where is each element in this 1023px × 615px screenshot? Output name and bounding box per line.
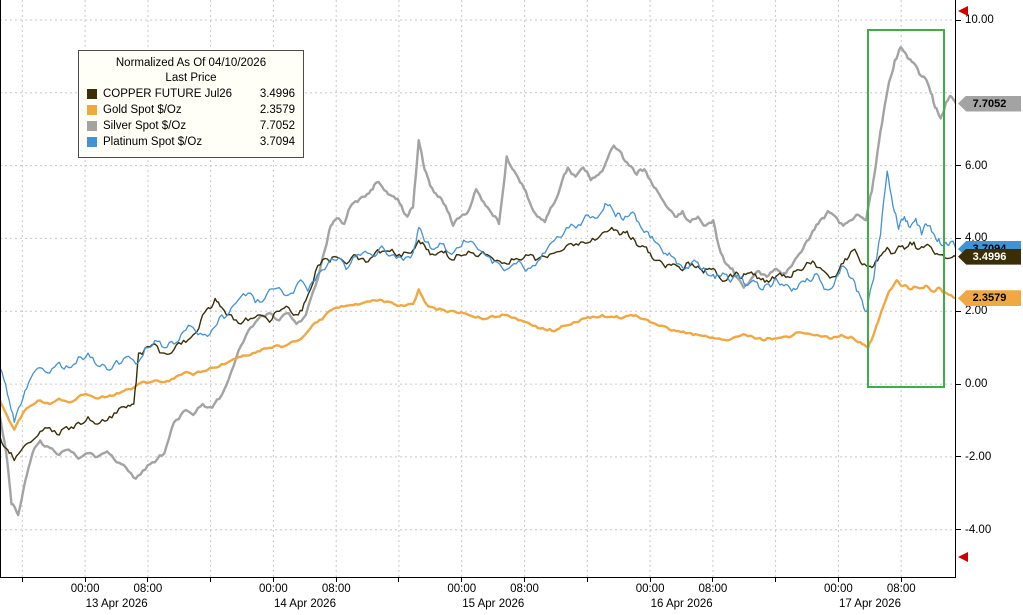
legend-subtitle: Last Price (165, 72, 217, 84)
legend-series-name: Gold Spot $/Oz (103, 104, 182, 116)
legend-rows: COPPER FUTURE Jul26 3.4996 Gold Spot $/Oz 2… (87, 86, 295, 150)
x-tick-mark (900, 578, 902, 582)
x-tick-mark (712, 578, 714, 582)
x-time-label: 08:00 (886, 583, 916, 595)
legend-item-copper-future-jul26: COPPER FUTURE Jul26 3.4996 (87, 86, 295, 102)
y-tick-mark (956, 456, 961, 458)
x-date-label: 16 Apr 2026 (650, 598, 713, 610)
legend-item-gold-spot-oz: Gold Spot $/Oz 2.3579 (87, 102, 295, 118)
x-axis[interactable]: 00:00 08:00 00:00 08:00 00:00 08:00 00:00 08:00… (0, 577, 956, 615)
legend-series-last-price: 7.7052 (259, 120, 295, 132)
last-price-badge-silver-spot-oz: 7.7052 (958, 95, 1021, 112)
x-tick-mark (524, 578, 526, 582)
y-tick-label: 10.00 (965, 14, 994, 27)
x-time-label: 00:00 (70, 583, 100, 595)
x-tick-mark (84, 578, 86, 582)
series-line-gold-spot-oz (0, 279, 956, 431)
x-time-label: 00:00 (635, 583, 665, 595)
x-tick-mark (649, 578, 651, 582)
y-tick-mark (956, 383, 961, 385)
last-price-badge-copper-future-jul26: 3.4996 (958, 248, 1021, 265)
platinum-spot-oz-color-swatch-icon (87, 137, 97, 147)
plot-area[interactable]: Normalized As Of 04/10/2026 Last Price C… (0, 0, 956, 577)
legend-item-silver-spot-oz: Silver Spot $/Oz 7.7052 (87, 118, 295, 134)
series-line-platinum-spot-oz (0, 170, 956, 423)
legend-item-platinum-spot-oz: Platinum Spot $/Oz 3.7094 (87, 134, 295, 150)
x-tick-mark (461, 578, 463, 582)
y-axis[interactable]: 10.006.004.002.000.00-2.00-4.003.70947.7… (956, 0, 1023, 615)
x-tick-mark (147, 578, 149, 582)
x-tick-mark (398, 578, 400, 582)
y-tick-mark (956, 310, 961, 312)
x-tick-mark (21, 578, 23, 582)
y-tick-mark (956, 19, 961, 21)
y-tick-label: 0.00 (965, 378, 988, 391)
legend-series-last-price: 2.3579 (259, 104, 295, 116)
y-tick-label: -2.00 (965, 450, 992, 463)
y-tick-label: 2.00 (965, 305, 988, 318)
x-time-label: 00:00 (824, 583, 853, 595)
x-tick-mark (586, 578, 588, 582)
y-tick-label: -4.00 (965, 523, 992, 536)
copper-future-jul26-color-swatch-icon (87, 89, 97, 99)
x-tick-mark (837, 578, 839, 582)
y-tick-label: 6.00 (965, 159, 988, 172)
x-tick-mark (210, 578, 212, 582)
legend-title: Normalized As Of 04/10/2026 (115, 57, 267, 69)
x-time-label: 08:00 (698, 583, 728, 595)
chart-canvas (0, 0, 956, 577)
x-time-label: 00:00 (447, 583, 477, 595)
silver-spot-oz-color-swatch-icon (87, 121, 97, 131)
x-time-label: 08:00 (510, 583, 539, 595)
axis-bottom-red-arrow-icon (958, 552, 968, 562)
y-tick-mark (956, 237, 961, 239)
y-tick-mark (956, 529, 961, 531)
x-date-label: 14 Apr 2026 (273, 598, 336, 610)
legend-series-last-price: 3.7094 (259, 136, 295, 148)
y-tick-mark (956, 165, 961, 167)
legend-series-name: COPPER FUTURE Jul26 (103, 88, 233, 100)
series-line-silver-spot-oz (0, 46, 956, 517)
highlight-annotation-box[interactable] (867, 29, 945, 389)
legend-series-name: Silver Spot $/Oz (103, 120, 187, 132)
x-tick-mark (272, 578, 274, 582)
x-date-label: 17 Apr 2026 (838, 598, 901, 610)
x-time-label: 08:00 (133, 583, 163, 595)
x-date-label: 15 Apr 2026 (462, 598, 525, 610)
gold-spot-oz-color-swatch-icon (87, 105, 97, 115)
x-tick-mark (335, 578, 337, 582)
series-line-copper-future-jul26 (0, 226, 956, 462)
x-time-label: 00:00 (259, 583, 288, 595)
legend-series-last-price: 3.4996 (259, 88, 295, 100)
x-time-label: 08:00 (321, 583, 351, 595)
legend-box[interactable]: Normalized As Of 04/10/2026 Last Price C… (78, 50, 304, 158)
legend-series-name: Platinum Spot $/Oz (103, 136, 203, 148)
last-price-badge-gold-spot-oz: 2.3579 (958, 290, 1021, 307)
x-tick-mark (775, 578, 777, 582)
x-date-label: 13 Apr 2026 (85, 598, 148, 610)
axis-top-red-arrow-icon (958, 6, 968, 16)
